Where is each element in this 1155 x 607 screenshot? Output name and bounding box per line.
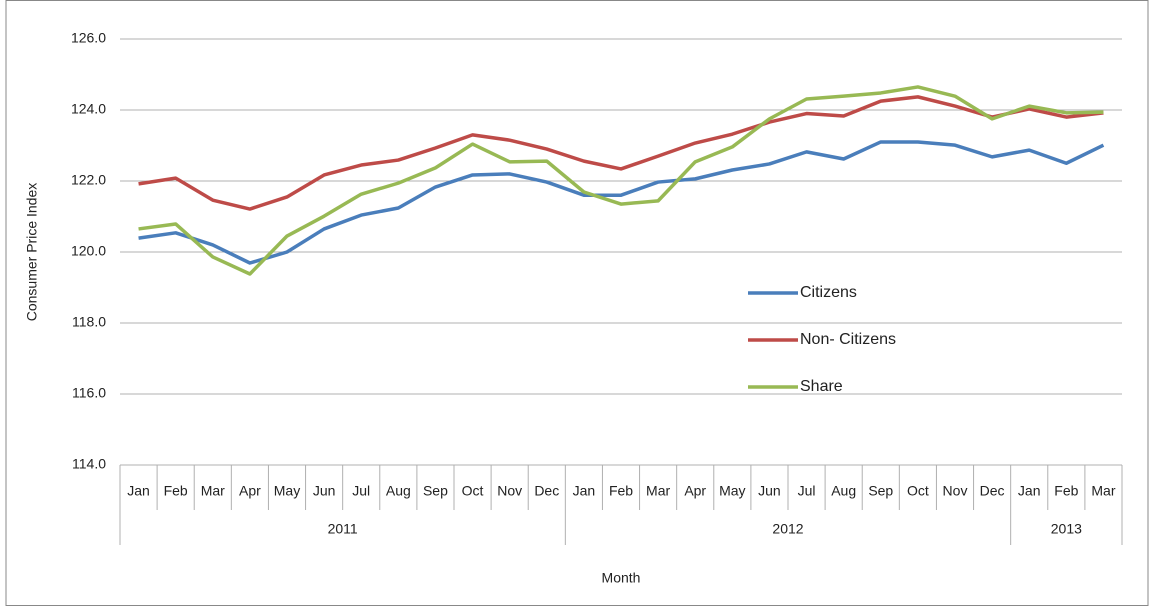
x-tick-label: Sep xyxy=(868,483,893,499)
x-tick-label: Jul xyxy=(798,483,816,499)
x-tick-label: Jul xyxy=(352,483,370,499)
x-tick-label: Dec xyxy=(980,483,1005,499)
y-tick-label: 122.0 xyxy=(71,172,106,188)
x-tick-label: Aug xyxy=(831,483,856,499)
y-tick-label: 118.0 xyxy=(72,314,106,330)
x-tick-label: Dec xyxy=(534,483,559,499)
y-tick-label: 120.0 xyxy=(71,243,106,259)
legend-label: Citizens xyxy=(800,284,857,301)
x-tick-label: May xyxy=(719,483,745,499)
y-axis-title: Consumer Price Index xyxy=(24,183,40,322)
group-label: 2011 xyxy=(328,521,358,537)
x-tick-label: Oct xyxy=(907,483,929,499)
x-axis-title: Month xyxy=(602,570,641,586)
group-label: 2012 xyxy=(772,521,803,537)
x-tick-label: Apr xyxy=(239,483,261,499)
series-line xyxy=(138,140,1105,265)
x-tick-label: Mar xyxy=(646,483,670,499)
x-tick-label: Aug xyxy=(386,483,411,499)
x-tick-label: Feb xyxy=(1054,483,1078,499)
x-tick-label: Jan xyxy=(573,483,596,499)
x-tick-label: Sep xyxy=(423,483,448,499)
y-tick-label: 124.0 xyxy=(71,101,106,117)
x-tick-label: Feb xyxy=(164,483,188,499)
legend-label: Non- Citizens xyxy=(800,331,896,348)
x-tick-label: Oct xyxy=(462,483,484,499)
x-tick-label: Mar xyxy=(201,483,225,499)
x-tick-label: Jan xyxy=(1018,483,1041,499)
x-tick-label: Jan xyxy=(127,483,150,499)
y-tick-label: 116.0 xyxy=(72,385,106,401)
group-label: 2013 xyxy=(1051,521,1082,537)
y-tick-label: 114.0 xyxy=(72,456,106,472)
x-tick-label: May xyxy=(274,483,300,499)
x-tick-label: Apr xyxy=(684,483,706,499)
x-tick-label: Mar xyxy=(1091,483,1115,499)
x-tick-label: Jun xyxy=(758,483,781,499)
series-line xyxy=(138,95,1104,211)
chart-frame xyxy=(5,0,1149,606)
y-tick-label: 126.0 xyxy=(71,30,106,46)
x-tick-label: Jun xyxy=(313,483,336,499)
x-tick-label: Nov xyxy=(497,483,522,499)
x-tick-label: Nov xyxy=(943,483,968,499)
legend-label: Share xyxy=(800,378,843,395)
series-line xyxy=(138,85,1104,276)
x-tick-label: Feb xyxy=(609,483,633,499)
